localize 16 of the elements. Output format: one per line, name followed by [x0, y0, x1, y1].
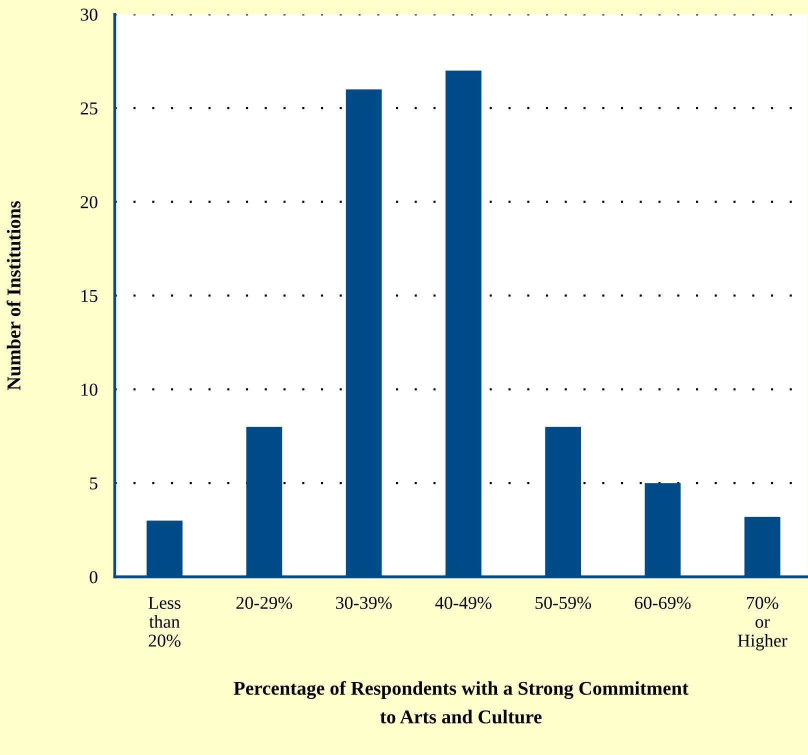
y-tick-label: 5: [90, 478, 98, 490]
y-tick-label: 15: [82, 290, 98, 302]
y-axis-title: Number of Institutions: [6, 201, 21, 390]
x-tick-label: 20-29%: [236, 596, 292, 610]
x-tick-label: 60-69%: [634, 596, 691, 610]
x-tick-label: 70% or Higher: [738, 596, 788, 650]
x-tick-label: 40-49%: [435, 596, 492, 610]
x-tick-label: 30-39%: [336, 596, 392, 610]
x-tick-label: Less than 20%: [148, 596, 180, 647]
y-tick-label: 25: [80, 102, 98, 115]
y-tick-label: 10: [82, 384, 98, 396]
x-axis-title: Percentage of Respondents with a Strong Commitment to Arts and Culture: [234, 681, 688, 724]
x-tick-label: 50-59%: [536, 596, 592, 610]
y-tick-label: 0: [90, 571, 98, 584]
y-tick-label: 30: [80, 8, 98, 21]
y-tick-label: 20: [80, 196, 98, 208]
